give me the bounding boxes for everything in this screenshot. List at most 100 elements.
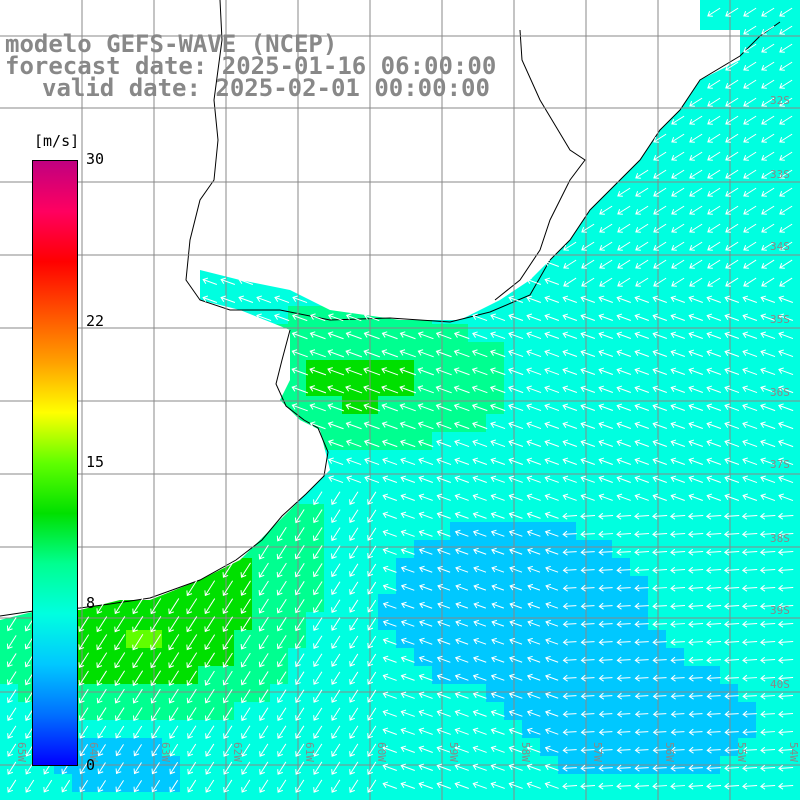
speed-cell	[702, 126, 720, 144]
wind-arrow	[741, 602, 758, 610]
wind-arrow	[382, 583, 397, 591]
speed-cell	[18, 702, 36, 720]
speed-cell	[360, 702, 378, 720]
wind-arrow	[258, 544, 269, 560]
speed-cell	[504, 450, 522, 468]
wind-arrow	[761, 133, 775, 143]
wind-arrow	[508, 421, 524, 430]
speed-cell	[504, 342, 522, 360]
speed-cell	[684, 576, 702, 594]
wind-arrow	[598, 403, 614, 411]
speed-cell	[792, 540, 800, 558]
speed-cell	[432, 324, 450, 342]
wind-arrow	[437, 601, 451, 609]
wind-arrow	[634, 548, 650, 556]
wind-arrow	[724, 656, 740, 664]
wind-arrow	[367, 689, 377, 703]
speed-cell	[792, 612, 800, 630]
wind-arrow	[222, 670, 233, 686]
wind-arrow	[274, 295, 290, 304]
wind-arrow	[742, 493, 758, 501]
speed-cell	[774, 126, 792, 144]
wind-arrow	[635, 241, 649, 251]
speed-cell	[234, 774, 252, 792]
wind-arrow	[186, 616, 198, 633]
wind-arrow	[43, 779, 53, 793]
speed-cell	[648, 162, 666, 180]
speed-cell	[378, 684, 396, 702]
speed-cell	[270, 684, 288, 702]
speed-cell	[270, 594, 288, 612]
wind-arrow	[777, 602, 794, 610]
speed-cell	[720, 72, 738, 90]
wind-arrow	[400, 745, 415, 753]
speed-cell	[792, 0, 800, 18]
speed-cell	[234, 666, 252, 684]
wind-arrow	[490, 511, 505, 519]
wind-arrow	[580, 710, 595, 718]
speed-cell	[684, 378, 702, 396]
speed-cell	[630, 558, 648, 576]
speed-cell	[234, 576, 252, 594]
speed-cell	[162, 630, 180, 648]
wind-arrow	[238, 295, 254, 304]
wind-arrow	[526, 745, 541, 753]
wind-arrow	[526, 295, 542, 303]
speed-cell	[342, 738, 360, 756]
speed-cell	[468, 738, 486, 756]
speed-cell	[198, 612, 216, 630]
wind-arrow	[778, 313, 794, 321]
wind-arrow	[598, 385, 614, 393]
wind-arrow	[382, 529, 397, 537]
wind-arrow	[562, 295, 578, 303]
speed-cell	[90, 738, 108, 756]
coast-rio-plata-south	[0, 329, 329, 617]
wind-arrow	[634, 710, 649, 718]
wind-arrow	[671, 187, 685, 197]
speed-cell	[720, 252, 738, 270]
wind-arrow	[760, 439, 776, 448]
wind-arrow	[562, 710, 577, 718]
wind-arrow	[399, 331, 416, 340]
speed-cell	[252, 738, 270, 756]
speed-cell	[666, 504, 684, 522]
speed-cell	[774, 90, 792, 108]
wind-arrow	[454, 655, 469, 663]
wind-arrow	[545, 637, 559, 645]
speed-cell	[792, 396, 800, 414]
speed-cell	[360, 738, 378, 756]
wind-arrow	[741, 584, 758, 592]
wind-arrow	[688, 692, 703, 700]
wind-arrow	[652, 512, 668, 520]
wind-arrow	[616, 367, 632, 375]
wind-arrow	[653, 223, 667, 233]
speed-cell	[216, 594, 234, 612]
speed-cell	[756, 36, 774, 54]
speed-cell	[414, 342, 432, 360]
speed-cell	[180, 612, 198, 630]
wind-arrow	[436, 475, 451, 483]
speed-cell	[792, 558, 800, 576]
speed-cell	[720, 0, 738, 18]
wind-arrow	[205, 725, 215, 739]
wind-arrow	[741, 530, 758, 538]
speed-cell	[612, 486, 630, 504]
speed-cell	[270, 522, 288, 540]
speed-cell	[432, 702, 450, 720]
colorbar-tick-label: 8	[86, 594, 96, 613]
wind-arrow	[115, 707, 125, 722]
wind-arrow	[724, 313, 740, 321]
speed-cell	[720, 684, 738, 702]
wind-arrow	[400, 727, 415, 735]
wind-arrow	[527, 565, 541, 573]
speed-cell	[216, 702, 234, 720]
wind-arrow	[544, 781, 559, 789]
speed-cell	[270, 792, 288, 800]
speed-cell	[180, 594, 198, 612]
longitude-label: 56W	[663, 742, 676, 762]
wind-arrow	[707, 223, 721, 233]
speed-cell	[450, 378, 468, 396]
wind-arrow	[743, 79, 757, 89]
wind-arrow	[653, 259, 667, 269]
speed-cell	[324, 414, 342, 432]
